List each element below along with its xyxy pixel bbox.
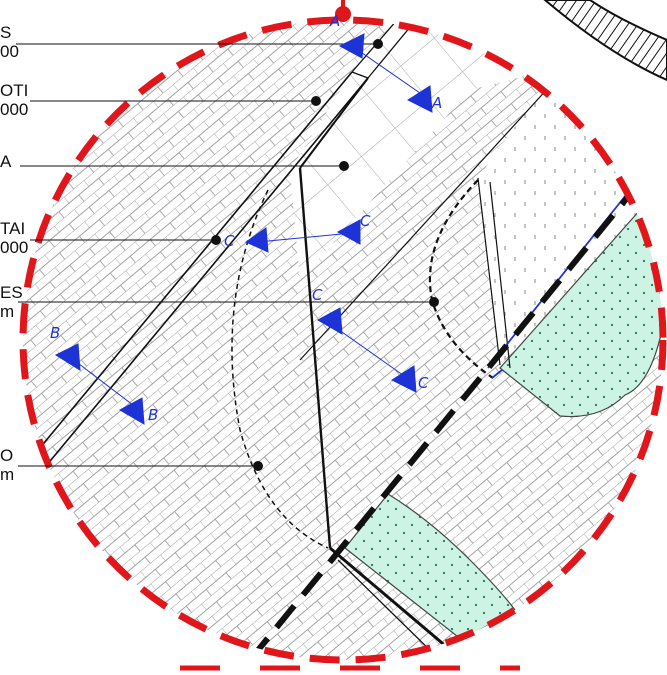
label-5: ES m bbox=[0, 283, 23, 321]
label-2-line1: OTI bbox=[0, 81, 29, 100]
label-4-line2: 000 bbox=[0, 238, 29, 257]
label-2: OTI 000 bbox=[0, 81, 28, 119]
section-c-letter-1: C bbox=[224, 232, 235, 250]
adjacent-detail-fragment bbox=[543, 0, 667, 82]
section-c-arrow-4 bbox=[390, 365, 417, 393]
boundary-line bbox=[247, 180, 643, 660]
section-b-letter-bottom: B bbox=[148, 406, 158, 424]
label-6-line1: O bbox=[0, 446, 14, 465]
wall-outer-face bbox=[33, 71, 353, 456]
section-a-letter-bottom: A bbox=[431, 94, 442, 112]
label-5-line2: m bbox=[0, 302, 15, 321]
section-c-arrow-3 bbox=[316, 307, 343, 335]
section-a-arrow-1 bbox=[338, 33, 365, 59]
section-c-letter-3: C bbox=[312, 286, 323, 304]
label-6: O m bbox=[0, 446, 14, 484]
section-c-arrow-1 bbox=[244, 227, 269, 253]
label-2-line2: 000 bbox=[0, 100, 29, 119]
section-letters: A A B B C C C C bbox=[50, 12, 442, 424]
section-b-letter-top: B bbox=[50, 324, 60, 342]
label-1-line2: 00 bbox=[0, 42, 19, 61]
block-course bbox=[290, 20, 663, 280]
label-1: S 00 bbox=[0, 23, 19, 61]
label-3: A bbox=[0, 152, 11, 171]
section-markers bbox=[54, 33, 433, 425]
label-6-line2: m bbox=[0, 465, 15, 484]
label-4: TAI 000 bbox=[0, 219, 28, 257]
label-5-line1: ES bbox=[0, 283, 23, 302]
batter-line bbox=[298, 167, 332, 549]
section-c-letter-4: C bbox=[418, 374, 429, 392]
section-b-arrow-2 bbox=[118, 397, 145, 425]
section-c-letter-2: C bbox=[360, 212, 371, 230]
section-c-arrow-2 bbox=[336, 219, 361, 245]
soil-zone-lower bbox=[344, 493, 516, 641]
section-a-arrow-2 bbox=[406, 85, 433, 113]
label-3-line2: A bbox=[0, 152, 12, 171]
label-4-line1: TAI bbox=[0, 219, 26, 238]
detail-circle bbox=[19, 16, 667, 664]
section-b-arrow-1 bbox=[54, 343, 81, 371]
excavation-line bbox=[231, 189, 329, 549]
leaders bbox=[16, 39, 439, 471]
label-1-line1: S bbox=[0, 23, 12, 42]
section-a-letter-top: A bbox=[329, 12, 340, 30]
